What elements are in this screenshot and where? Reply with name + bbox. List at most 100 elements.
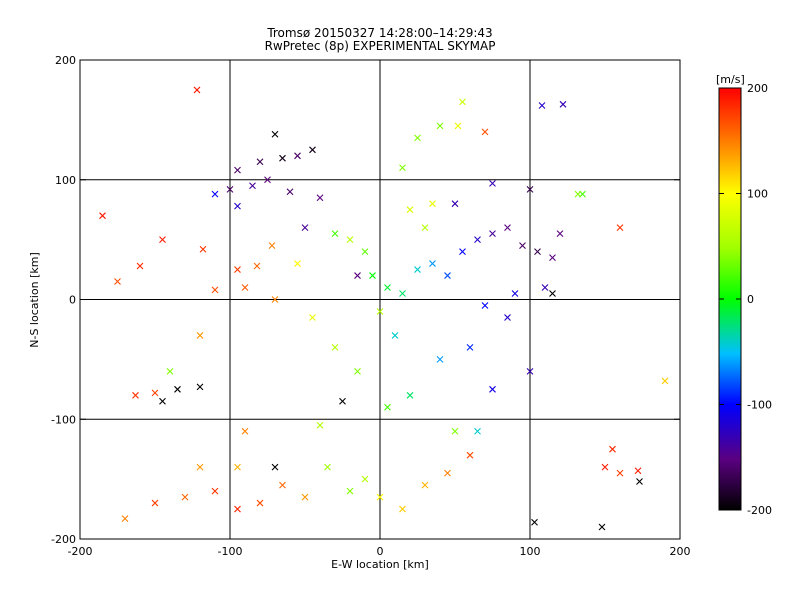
data-point-x <box>361 475 369 483</box>
data-point-x <box>256 158 264 166</box>
data-point-x <box>99 212 106 220</box>
x-tick-label: 100 <box>520 545 541 558</box>
data-point-x <box>253 262 261 270</box>
data-point-x <box>211 190 219 198</box>
y-tick-label: 200 <box>55 54 76 67</box>
data-point-x <box>132 391 139 399</box>
data-point-x <box>526 185 534 193</box>
y-axis-label: N-S location [km] <box>28 252 41 348</box>
data-point-x <box>414 134 421 142</box>
data-point-x <box>616 469 624 477</box>
data-point-x <box>354 367 361 375</box>
data-point-x <box>504 224 511 232</box>
data-point-x <box>196 463 204 471</box>
data-point-x <box>339 397 346 405</box>
data-point-x <box>151 389 159 397</box>
x-tick-label: 200 <box>670 545 691 558</box>
data-point-x <box>511 290 519 297</box>
data-point-x <box>309 314 316 321</box>
data-point-x <box>286 188 294 196</box>
data-point-x <box>538 102 546 109</box>
data-point-x <box>199 245 207 253</box>
data-point-x <box>234 266 241 273</box>
data-point-x <box>114 278 121 285</box>
colorbar-ticks: 200 100 0 -100 -200 <box>719 82 772 517</box>
y-tick-label: -200 <box>51 533 76 546</box>
data-point-x <box>249 182 256 190</box>
data-point-x <box>661 377 669 385</box>
data-point-x <box>234 166 241 174</box>
data-point-x <box>574 190 582 198</box>
data-point-x <box>159 236 166 244</box>
data-point-x <box>504 314 511 321</box>
chart-subtitle: RwPretec (8p) EXPERIMENTAL SKYMAP <box>264 39 496 53</box>
data-point-x <box>616 224 624 232</box>
x-tick-label: -200 <box>68 545 93 558</box>
data-point-x <box>489 179 496 187</box>
colorbar-label: [m/s] <box>716 73 745 86</box>
y-tick-label: -100 <box>51 413 76 426</box>
data-point-x <box>346 236 354 244</box>
data-point-x <box>451 427 459 435</box>
data-point-x <box>436 122 444 130</box>
data-point-x <box>474 236 481 244</box>
data-point-x <box>271 463 279 471</box>
data-point-x <box>166 367 174 375</box>
data-point-x <box>444 469 451 477</box>
data-point-x <box>531 518 538 526</box>
data-point-x <box>316 421 324 429</box>
data-point-x <box>234 463 241 471</box>
data-point-x <box>556 230 564 238</box>
data-point-x <box>376 493 384 501</box>
data-point-x <box>279 481 286 489</box>
data-point-x <box>136 262 144 270</box>
data-point-x <box>376 308 384 315</box>
data-point-x <box>268 242 276 250</box>
data-point-x <box>489 385 496 393</box>
data-point-x <box>609 445 616 453</box>
data-point-x <box>301 493 309 501</box>
data-point-x <box>294 260 301 267</box>
data-point-x <box>519 242 526 250</box>
y-tick-label: 0 <box>69 294 76 307</box>
data-point-x <box>636 478 643 485</box>
x-axis-label: E-W location [km] <box>331 558 429 571</box>
colorbar-tick-label: 200 <box>747 82 768 95</box>
data-point-x <box>226 185 234 193</box>
data-point-x <box>466 344 474 351</box>
data-point-x <box>271 296 279 303</box>
data-point-x <box>399 290 406 297</box>
data-point-x <box>234 202 241 210</box>
colorbar-tick-label: -100 <box>747 399 772 412</box>
data-point-x <box>406 391 414 399</box>
data-point-x <box>331 230 339 238</box>
data-point-x <box>174 385 181 393</box>
data-point-x <box>526 367 534 375</box>
data-point-x <box>301 224 309 232</box>
data-point-x <box>559 100 567 108</box>
data-point-x <box>634 467 642 475</box>
data-point-x <box>489 230 496 238</box>
data-point-x <box>196 383 204 391</box>
x-tick-label: -100 <box>218 545 243 558</box>
colorbar: [m/s] 200 100 0 -100 -200 <box>716 73 772 517</box>
data-point-x <box>598 523 606 531</box>
data-point-x <box>264 176 271 184</box>
data-point-x <box>444 272 451 279</box>
data-point-x <box>331 344 339 351</box>
colorbar-tick-label: 100 <box>747 188 768 201</box>
data-point-x <box>421 224 429 232</box>
data-point-x <box>549 290 556 297</box>
data-point-x <box>193 86 201 94</box>
data-point-x <box>459 248 466 255</box>
data-point-x <box>429 260 436 267</box>
data-point-x <box>241 284 249 291</box>
plot-grid <box>80 60 680 539</box>
data-point-x <box>481 302 489 309</box>
data-point-x <box>279 154 286 162</box>
data-point-x <box>256 499 264 507</box>
data-point-x <box>429 200 436 208</box>
data-point-x <box>451 200 459 208</box>
y-axis-ticks: -200 -100 0 100 200 <box>51 54 680 546</box>
